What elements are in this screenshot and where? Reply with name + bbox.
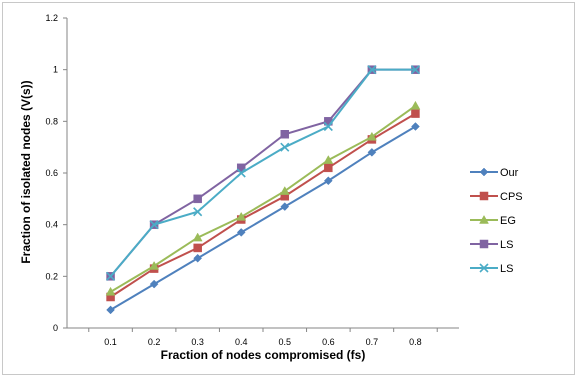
data-point xyxy=(280,142,290,152)
legend: Our CPS EG LS LS xyxy=(470,167,523,275)
y-tick-labels: 0 0.2 0.4 0.6 0.8 1 1.2 xyxy=(45,13,58,333)
y-tick-label: 0.8 xyxy=(45,116,58,126)
data-point xyxy=(193,194,202,204)
legend-label: LS xyxy=(500,263,513,275)
legend-label: EG xyxy=(500,215,516,227)
legend-item: CPS xyxy=(470,191,523,203)
data-point xyxy=(236,168,246,178)
data-point xyxy=(411,109,420,118)
y-axis-title: Fraction of isolated nodes (V(s)) xyxy=(19,80,33,263)
x-tick-label: 0.3 xyxy=(191,337,204,347)
legend-marker xyxy=(479,214,489,224)
legend-marker xyxy=(479,239,489,249)
series-line xyxy=(110,125,416,311)
legend-label: LS xyxy=(500,239,513,251)
data-point xyxy=(410,65,421,75)
legend-marker xyxy=(479,167,489,177)
data-point xyxy=(280,130,290,139)
x-tick-label: 0.7 xyxy=(366,337,379,347)
data-point xyxy=(323,155,334,164)
series-lines xyxy=(105,65,421,315)
legend-item: EG xyxy=(470,214,516,227)
legend-marker xyxy=(479,263,489,273)
data-point xyxy=(411,122,420,131)
data-point xyxy=(323,176,333,186)
x-tick-label: 0.5 xyxy=(279,337,292,347)
x-tick-label: 0.1 xyxy=(104,337,117,347)
y-tick-label: 0 xyxy=(53,323,58,333)
x-tick-label: 0.2 xyxy=(148,337,161,347)
x-tick-label: 0.8 xyxy=(409,337,422,347)
legend-item: LS xyxy=(470,263,513,275)
data-point xyxy=(193,253,203,263)
data-point xyxy=(149,260,160,270)
series-ls-4 xyxy=(105,65,421,281)
series-eg-2 xyxy=(105,100,421,296)
data-point xyxy=(366,131,377,141)
y-tick-label: 0.6 xyxy=(45,168,58,178)
series-line xyxy=(109,68,416,277)
x-axis-title: Fraction of nodes compromised (fs) xyxy=(161,348,366,362)
y-tick-label: 1 xyxy=(53,65,58,75)
data-point xyxy=(367,65,377,75)
series-line xyxy=(110,112,416,298)
data-point xyxy=(193,243,202,253)
data-point xyxy=(279,186,290,195)
data-point xyxy=(410,100,421,110)
data-point xyxy=(149,220,159,230)
legend-marker xyxy=(479,191,489,201)
data-point xyxy=(236,163,246,173)
data-point xyxy=(236,228,246,237)
x-tick-label: 0.4 xyxy=(235,337,248,347)
x-tick-labels: 0.1 0.2 0.3 0.4 0.5 0.6 0.7 0.8 xyxy=(104,337,421,347)
data-point xyxy=(324,163,333,173)
data-point xyxy=(193,207,203,217)
series-line xyxy=(110,105,417,293)
data-point xyxy=(105,271,116,281)
x-tick-label: 0.6 xyxy=(322,337,335,347)
legend-label: CPS xyxy=(500,191,523,203)
data-point xyxy=(367,147,377,157)
data-point xyxy=(280,202,290,211)
data-point xyxy=(105,286,116,296)
series-ls-3 xyxy=(106,65,420,281)
legend-item: Our xyxy=(470,167,519,179)
legend-item: LS xyxy=(470,239,513,251)
data-point xyxy=(323,121,333,132)
data-point xyxy=(236,211,247,221)
y-tick-label: 1.2 xyxy=(45,13,58,23)
y-tick-label: 0.4 xyxy=(45,220,58,230)
legend-label: Our xyxy=(500,167,519,179)
y-tick-label: 0.2 xyxy=(45,271,58,281)
series-line xyxy=(109,68,416,277)
axes xyxy=(63,17,459,332)
series-our-0 xyxy=(106,122,420,315)
data-point xyxy=(149,279,159,289)
data-point xyxy=(192,232,203,242)
data-point xyxy=(106,305,115,315)
